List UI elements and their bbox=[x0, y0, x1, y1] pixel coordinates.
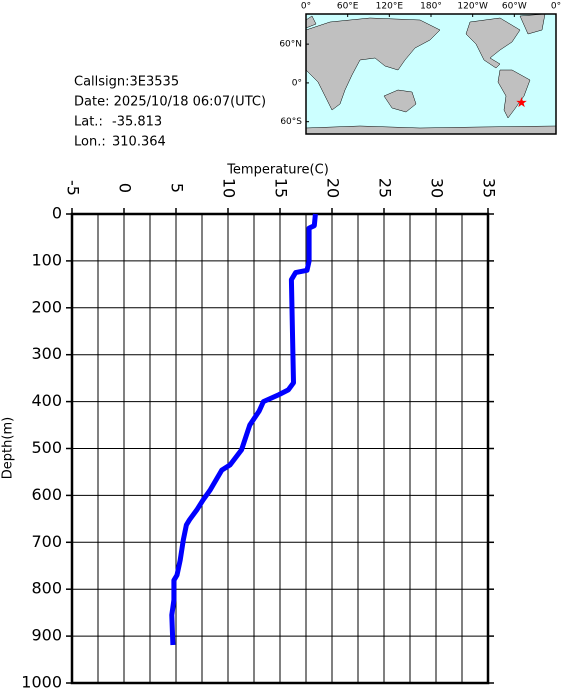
y-tick-label: 200 bbox=[31, 297, 62, 316]
x-tick-label: 30 bbox=[428, 178, 447, 198]
x-tick-label: 15 bbox=[272, 178, 291, 198]
profile-line bbox=[169, 213, 318, 646]
x-tick-label: 5 bbox=[168, 183, 187, 193]
lat-value: -35.813 bbox=[112, 115, 162, 130]
map-x-tick-label: 0° bbox=[551, 2, 561, 12]
map-y-tick-label: 60°N bbox=[279, 40, 302, 50]
x-tick-label: 0 bbox=[116, 183, 135, 193]
map-x-tick-label: 180° bbox=[420, 2, 442, 12]
y-tick-label: 400 bbox=[31, 391, 62, 410]
y-tick-label: 600 bbox=[31, 485, 62, 504]
x-axis-label: Temperature(C) bbox=[226, 163, 329, 178]
x-tick-label: 20 bbox=[324, 178, 343, 198]
lat-label: Lat.: bbox=[74, 115, 103, 130]
station-marker bbox=[516, 97, 527, 108]
lon-label: Lon.: bbox=[74, 135, 106, 150]
map-x-tick-label: 120°E bbox=[376, 2, 404, 12]
y-tick-label: 800 bbox=[31, 579, 62, 598]
map-x-tick-label: 0° bbox=[301, 2, 311, 12]
x-tick-label: 35 bbox=[480, 178, 499, 198]
y-tick-label: 500 bbox=[31, 438, 62, 457]
date: Date: 2025/10/18 06:07(UTC) bbox=[74, 95, 266, 110]
x-tick-label: 10 bbox=[220, 178, 239, 198]
south-america bbox=[497, 69, 531, 119]
north-america bbox=[465, 17, 521, 69]
map-x-tick-label: 60°E bbox=[337, 2, 359, 12]
y-tick-label: 900 bbox=[31, 626, 62, 645]
australia bbox=[383, 89, 417, 113]
map-x-tick-label: 120°W bbox=[457, 2, 488, 12]
plot-frame bbox=[70, 212, 490, 685]
y-tick-label: 100 bbox=[31, 250, 62, 269]
callsign: Callsign:3E3535 bbox=[74, 75, 179, 90]
land bbox=[305, 13, 557, 135]
y-tick-label: 300 bbox=[31, 344, 62, 363]
map-y-tick-label: 60°S bbox=[280, 117, 302, 127]
map bbox=[305, 13, 557, 135]
y-tick-label: 1000 bbox=[21, 673, 62, 690]
lon-value: 310.364 bbox=[112, 135, 166, 150]
y-tick-label: 0 bbox=[52, 204, 62, 223]
map-x-tick-label: 60°W bbox=[502, 2, 527, 12]
y-tick-label: 700 bbox=[31, 532, 62, 551]
map-y-tick-label: 0° bbox=[292, 78, 302, 88]
y-axis-label: Depth(m) bbox=[1, 417, 16, 479]
eurasia-africa bbox=[305, 17, 441, 111]
x-tick-label: 25 bbox=[376, 178, 395, 198]
x-tick-label: -5 bbox=[64, 180, 83, 196]
